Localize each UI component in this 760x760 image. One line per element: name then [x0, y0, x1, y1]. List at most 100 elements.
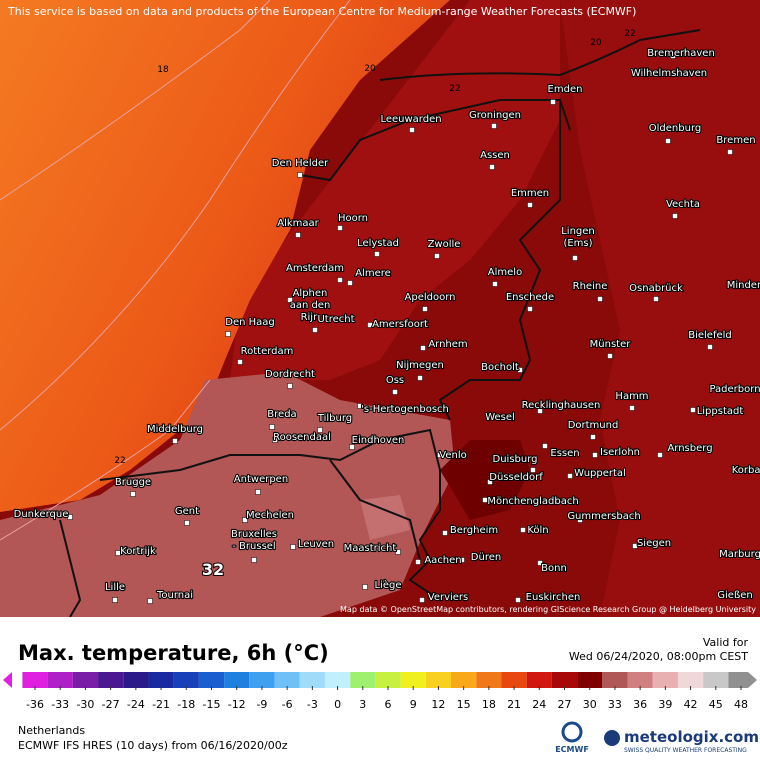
city-dot — [295, 232, 301, 238]
city-dot — [629, 405, 635, 411]
colorbar-segment — [577, 672, 603, 688]
colorbar-tick-label: 9 — [410, 698, 417, 711]
colorbar-segment — [224, 672, 250, 688]
city-dot — [592, 452, 598, 458]
colorbar-tick-label: 15 — [457, 698, 471, 711]
city-dot — [337, 277, 343, 283]
city-dot — [392, 389, 398, 395]
city-dot — [374, 251, 380, 257]
colorbar-segment — [677, 672, 704, 688]
city-dot — [349, 444, 355, 450]
city-label: Apeldoorn — [405, 292, 456, 303]
colorbar-segment — [627, 672, 653, 688]
city-label: Eindhoven — [352, 435, 405, 446]
city-dot — [492, 281, 498, 287]
colorbar-segment — [652, 672, 678, 688]
city-label: Lille — [105, 582, 125, 593]
colorbar-tick-label: 21 — [507, 698, 521, 711]
city-label: Mönchengladbach — [487, 496, 578, 507]
city-label: Emmen — [511, 188, 549, 199]
colorbar-tick-label: 6 — [385, 698, 392, 711]
colorbar-tick-label: 12 — [431, 698, 445, 711]
city-dot — [632, 543, 638, 549]
ecmwf-text: ECMWF — [555, 745, 589, 754]
city-dot — [287, 383, 293, 389]
city-dot — [657, 452, 663, 458]
city-label: Den Helder — [272, 158, 329, 169]
contour-label: 22 — [449, 84, 460, 94]
contour-label: 32 — [202, 560, 224, 579]
city-dot — [727, 149, 733, 155]
city-dot — [147, 598, 153, 604]
city-label: Bremerhaven — [647, 48, 715, 59]
colorbar-tick-label: -3 — [307, 698, 318, 711]
city-dot — [515, 597, 521, 603]
city-label: Marburg — [719, 549, 760, 560]
colorbar-segment — [249, 672, 275, 688]
city-label: Middelburg — [147, 424, 203, 435]
colorbar-tick-label: -33 — [51, 698, 69, 711]
city-dot — [420, 345, 426, 351]
colorbar-segment — [476, 672, 502, 688]
colorbar-segment — [173, 672, 199, 688]
city-dot — [337, 225, 343, 231]
city-dot — [269, 424, 275, 430]
colorbar-segment — [299, 672, 325, 688]
city-label: Alphen — [293, 288, 328, 299]
city-label: Assen — [480, 150, 510, 161]
colorbar-tick-label: 18 — [482, 698, 496, 711]
city-dot — [434, 253, 440, 259]
city-dot — [487, 479, 493, 485]
colorbar-segment — [47, 672, 73, 688]
map — [0, 0, 760, 618]
colorbar-arrow-left — [3, 672, 12, 688]
city-label: Bremen — [716, 135, 755, 146]
contour-label: 18 — [157, 65, 169, 75]
colorbar-tick-label: -36 — [26, 698, 44, 711]
city-label: Antwerpen — [234, 474, 288, 485]
colorbar-segment — [198, 672, 225, 688]
model-run: ECMWF IFS HRES (10 days) from 06/16/2020… — [18, 739, 288, 752]
city-label: Rijn — [301, 312, 320, 323]
city-label: Dortmund — [568, 420, 619, 431]
city-label: Almere — [355, 268, 391, 279]
colorbar-segment — [400, 672, 426, 688]
city-label: Oss — [386, 375, 404, 386]
city-label: Leeuwarden — [380, 114, 441, 125]
city-label: (Ems) — [563, 238, 592, 249]
city-dot — [659, 71, 665, 77]
city-label: Siegen — [637, 538, 671, 549]
valid-label: Valid for — [703, 636, 749, 649]
region: Netherlands — [18, 724, 85, 737]
city-label: Groningen — [469, 110, 521, 121]
city-label: Bielefeld — [688, 330, 732, 341]
city-label: Verviers — [428, 592, 469, 603]
city-dot — [527, 202, 533, 208]
city-dot — [672, 213, 678, 219]
city-dot — [670, 53, 676, 59]
colorbar-tick-label: 24 — [532, 698, 546, 711]
city-dot — [255, 489, 261, 495]
city-dot — [417, 375, 423, 381]
valid-time: Wed 06/24/2020, 08:00pm CEST — [569, 650, 748, 663]
city-dot — [572, 255, 578, 261]
city-dot — [482, 497, 488, 503]
city-dot — [707, 344, 713, 350]
city-dot — [607, 353, 613, 359]
colorbar-segment — [526, 672, 552, 688]
colorbar-segment — [551, 672, 578, 688]
city-label: Maastricht — [344, 543, 397, 554]
city-dot — [653, 296, 659, 302]
city-dot — [251, 557, 257, 563]
city-label: Dunkerque — [14, 509, 69, 520]
city-label: Almelo — [488, 267, 522, 278]
city-label: Lippstadt — [697, 406, 744, 417]
city-dot — [317, 427, 323, 433]
city-dot — [422, 306, 428, 312]
colorbar-segment — [451, 672, 477, 688]
city-label: 's-Hertogenbosch — [361, 404, 449, 415]
colorbar-tick-label: 27 — [558, 698, 572, 711]
city-label: Bonn — [541, 563, 567, 574]
city-label: Gießen — [717, 590, 752, 601]
